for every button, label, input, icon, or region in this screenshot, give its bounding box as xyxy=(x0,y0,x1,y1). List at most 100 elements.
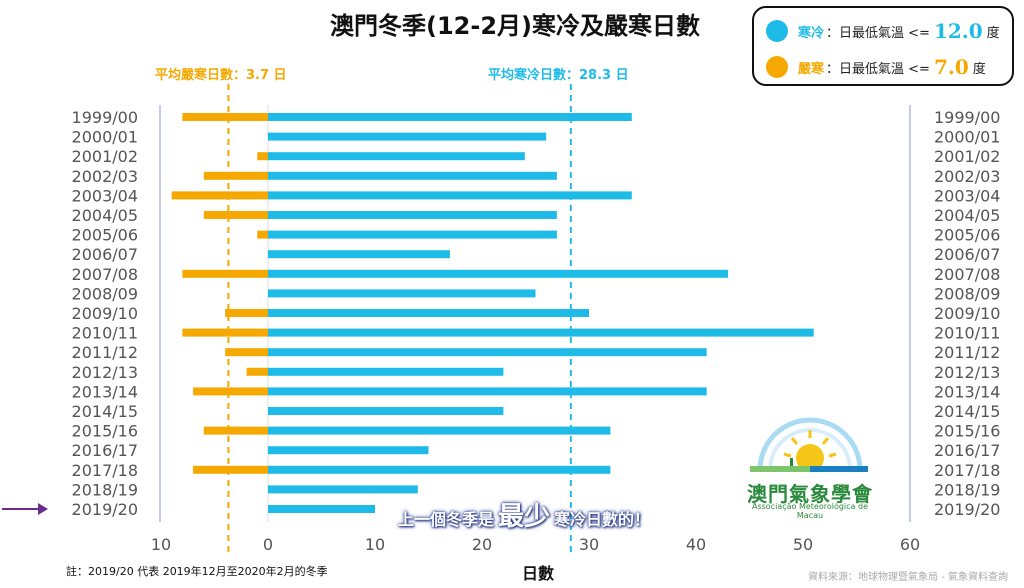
legend-severe-name: 嚴寒 xyxy=(798,61,825,77)
y-tick-label-left: 2004/05 xyxy=(72,206,138,225)
cold-bar xyxy=(268,328,814,337)
cold-bar xyxy=(268,171,557,180)
cold-bar xyxy=(268,407,504,415)
footnote: 註：2019/20 代表 2019年12月至2020年2月的冬季 xyxy=(66,565,328,578)
y-tick-label-left: 2011/12 xyxy=(72,343,138,362)
legend-severe-desc: ：日最低氣溫 <= xyxy=(826,61,930,77)
severe-bar xyxy=(257,230,268,239)
x-tick-label: 20 xyxy=(472,535,492,554)
severe-bar xyxy=(225,348,268,357)
callout-part2: 最少 xyxy=(498,502,551,532)
y-tick-label-left: 2017/18 xyxy=(72,461,138,480)
x-tick-label: 60 xyxy=(900,535,920,554)
legend-cold-unit: 度 xyxy=(986,25,1000,41)
severe-bar xyxy=(203,211,268,219)
legend-severe-value: 7.0 xyxy=(933,55,969,79)
y-tick-label-right: 2010/11 xyxy=(934,324,1000,343)
y-tick-label-left: 2015/16 xyxy=(72,422,138,441)
cold-bar xyxy=(268,250,450,259)
cold-bar xyxy=(268,446,429,455)
x-tick-label: 10 xyxy=(365,535,385,554)
logo-graphic xyxy=(750,417,868,472)
cold-bar xyxy=(268,505,375,513)
legend-cold-value: 12.0 xyxy=(933,19,983,43)
callout-part1: 上一個冬季是 xyxy=(398,510,495,529)
y-tick-label-left: 2016/17 xyxy=(72,441,138,460)
severe-bar xyxy=(193,465,268,474)
source-credit: 資料來源：地球物理暨氣象局 - 氣象資料查詢 xyxy=(808,572,1008,583)
y-tick-label-left: 2005/06 xyxy=(72,226,138,245)
logo-name-cn: 澳門氣象學會 xyxy=(747,482,873,506)
cold-bar xyxy=(268,152,525,161)
x-axis-label: 日數 xyxy=(522,564,555,583)
y-tick-label-left: 2019/20 xyxy=(72,500,138,519)
y-tick-label-right: 2009/10 xyxy=(934,304,1000,323)
legend-cold-desc: ：日最低氣溫 <= xyxy=(826,25,930,41)
x-tick-label: 30 xyxy=(579,535,599,554)
y-tick-label-left: 2012/13 xyxy=(72,363,138,382)
y-tick-label-right: 2014/15 xyxy=(934,402,1000,421)
x-tick-label: 10 xyxy=(151,535,171,554)
x-tick-label: 40 xyxy=(686,535,706,554)
cold-bar xyxy=(268,269,729,278)
chart-title: 澳門冬季(12-2月)寒冷及嚴寒日數 xyxy=(330,12,700,40)
y-tick-label-right: 1999/00 xyxy=(934,108,1000,127)
y-tick-label-left: 2014/15 xyxy=(72,402,138,421)
y-tick-label-left: 2001/02 xyxy=(72,147,138,166)
cold-bar xyxy=(268,465,611,474)
y-tick-label-left: 2009/10 xyxy=(72,304,138,323)
y-tick-label-right: 2001/02 xyxy=(934,147,1000,166)
y-tick-label-left: 2008/09 xyxy=(72,284,138,303)
cold-bar xyxy=(268,211,557,219)
severe-bar xyxy=(203,426,268,435)
y-tick-label-right: 2016/17 xyxy=(934,441,1000,460)
cold-bar xyxy=(268,309,589,317)
severe-bar xyxy=(225,309,268,317)
avg-cold-label: 平均寒冷日數：28.3 日 xyxy=(488,68,629,83)
severe-bar xyxy=(182,113,268,121)
cold-bar xyxy=(268,191,632,200)
y-tick-label-left: 2018/19 xyxy=(72,480,138,499)
y-tick-label-left: 2006/07 xyxy=(72,245,138,264)
cold-bar xyxy=(268,348,707,357)
cold-bar xyxy=(268,230,557,239)
y-tick-label-right: 2019/20 xyxy=(934,500,1000,519)
y-tick-label-right: 2013/14 xyxy=(934,382,1000,401)
callout: 上一個冬季是 最少 寒冷日數的！ xyxy=(398,496,650,533)
y-tick-label-right: 2007/08 xyxy=(934,265,1000,284)
cold-bar xyxy=(268,485,418,494)
legend-item-severe: 嚴寒 ：日最低氣溫 <= 7.0 度 xyxy=(766,54,986,80)
severe-bar xyxy=(171,191,268,200)
y-tick-label-right: 2000/01 xyxy=(934,128,1000,147)
severe-bar xyxy=(257,152,268,161)
cold-bar xyxy=(268,367,504,376)
y-tick-label-right: 2006/07 xyxy=(934,245,1000,264)
logo-name-pt: Associação Meteorológica de Macau xyxy=(751,502,868,520)
severe-bar xyxy=(203,171,268,180)
y-tick-label-right: 2012/13 xyxy=(934,363,1000,382)
legend-item-cold: 寒冷 ：日最低氣溫 <= 12.0 度 xyxy=(766,18,1000,44)
y-tick-label-right: 2015/16 xyxy=(934,422,1000,441)
severe-bar xyxy=(182,328,268,337)
cold-bar xyxy=(268,289,536,298)
cold-bar xyxy=(268,113,632,121)
legend: 寒冷 ：日最低氣溫 <= 12.0 度 嚴寒 ：日最低氣溫 <= 7.0 度 xyxy=(752,6,1014,86)
logo: 澳門氣象學會 Associação Meteorológica de Macau xyxy=(740,408,880,520)
y-tick-label-left: 2013/14 xyxy=(72,382,138,401)
y-tick-label-left: 2002/03 xyxy=(72,167,138,186)
y-tick-label-left: 2010/11 xyxy=(72,324,138,343)
y-tick-label-right: 2005/06 xyxy=(934,226,1000,245)
x-tick-label: 50 xyxy=(793,535,813,554)
y-tick-label-left: 1999/00 xyxy=(72,108,138,127)
legend-cold-name: 寒冷 xyxy=(798,25,825,41)
severe-bar xyxy=(193,387,268,396)
y-tick-label-right: 2002/03 xyxy=(934,167,1000,186)
callout-part3: 寒冷日數的！ xyxy=(554,510,651,529)
y-tick-label-right: 2008/09 xyxy=(934,284,1000,303)
y-tick-label-right: 2004/05 xyxy=(934,206,1000,225)
severe-bar xyxy=(182,269,268,278)
y-tick-label-right: 2003/04 xyxy=(934,186,1000,205)
cold-legend-marker xyxy=(766,20,788,42)
avg-severe-label: 平均嚴寒日數：3.7 日 xyxy=(155,68,287,83)
